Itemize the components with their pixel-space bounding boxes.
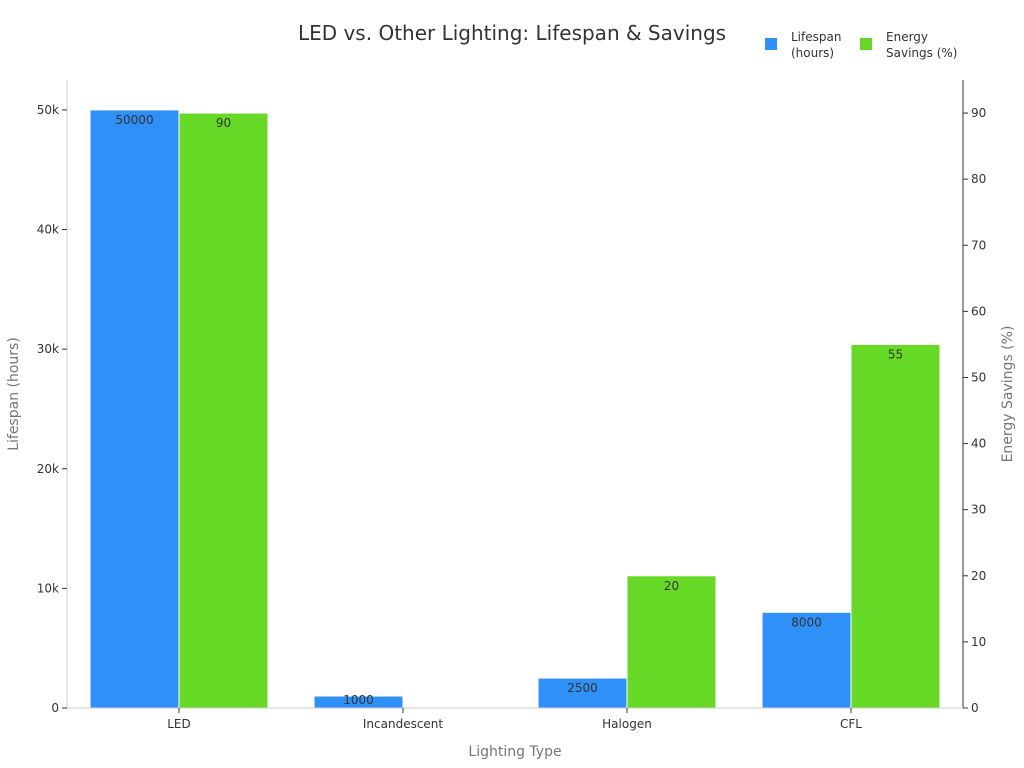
chart-title: LED vs. Other Lighting: Lifespan & Savin… — [298, 21, 726, 45]
data-label-cfl-savings: 55 — [888, 347, 903, 361]
right-axis: 0 10 20 30 40 50 60 70 80 90 — [962, 80, 986, 715]
right-tick-label: 0 — [971, 701, 979, 715]
legend-swatch-lifespan — [765, 38, 777, 50]
data-label-incandescent-lifespan: 1000 — [343, 693, 374, 707]
legend: Lifespan (hours) Energy Savings (%) — [765, 30, 957, 60]
right-tick-label: 20 — [971, 569, 986, 583]
right-tick-label: 50 — [971, 370, 986, 384]
bars — [89, 109, 941, 709]
left-tick-label: 10k — [37, 581, 59, 595]
left-axis-label: Lifespan (hours) — [6, 337, 22, 451]
right-tick-label: 40 — [971, 437, 986, 451]
bar-cfl-savings — [850, 343, 941, 709]
left-axis: 0 10k 20k 30k 40k 50k — [37, 80, 68, 715]
legend-label-lifespan: (hours) — [791, 46, 834, 60]
legend-swatch-savings — [860, 38, 872, 50]
legend-label-savings: Energy — [886, 30, 928, 44]
data-labels: 50000 90 1000 2500 20 8000 55 — [115, 113, 903, 707]
legend-label-savings: Savings (%) — [886, 46, 957, 60]
bar-led-savings — [178, 112, 269, 709]
left-tick-label: 20k — [37, 462, 59, 476]
bar-cfl-lifespan — [761, 611, 852, 709]
right-axis-label: Energy Savings (%) — [1000, 326, 1016, 463]
bar-led-lifespan — [89, 109, 180, 709]
left-tick-label: 40k — [37, 223, 59, 237]
data-label-halogen-savings: 20 — [664, 579, 679, 593]
right-tick-label: 90 — [971, 106, 986, 120]
right-tick-label: 80 — [971, 172, 986, 186]
x-axis-label: Lighting Type — [468, 744, 561, 760]
bar-halogen-savings — [626, 575, 717, 709]
left-tick-label: 30k — [37, 342, 59, 356]
data-label-led-lifespan: 50000 — [115, 113, 153, 127]
right-tick-label: 30 — [971, 503, 986, 517]
x-tick-label-halogen: Halogen — [602, 717, 652, 731]
x-tick-label-led: LED — [167, 717, 191, 731]
x-tick-label-incandescent: Incandescent — [363, 717, 444, 731]
data-label-cfl-lifespan: 8000 — [791, 615, 822, 629]
x-tick-label-cfl: CFL — [840, 717, 862, 731]
left-tick-label: 0 — [51, 701, 59, 715]
right-tick-label: 70 — [971, 238, 986, 252]
data-label-halogen-lifespan: 2500 — [567, 681, 598, 695]
right-tick-label: 10 — [971, 635, 986, 649]
left-tick-label: 50k — [37, 103, 59, 117]
legend-label-lifespan: Lifespan — [791, 30, 841, 44]
right-tick-label: 60 — [971, 304, 986, 318]
x-axis: LED Incandescent Halogen CFL — [67, 707, 963, 731]
data-label-led-savings: 90 — [216, 116, 231, 130]
